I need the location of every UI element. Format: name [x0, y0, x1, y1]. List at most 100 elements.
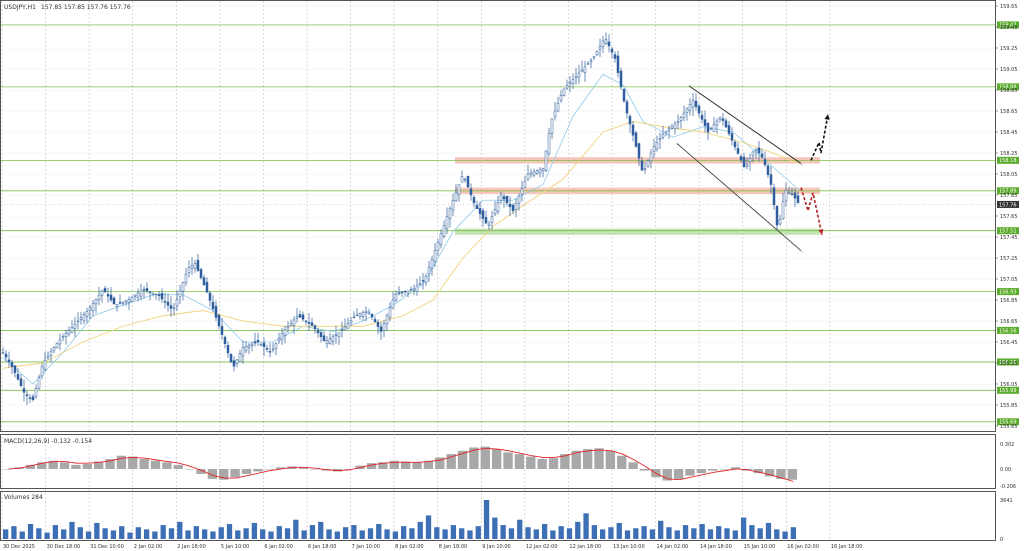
candle-body — [490, 216, 494, 223]
candle-body — [52, 347, 56, 352]
candle-body — [559, 95, 563, 101]
candle-body — [745, 164, 749, 167]
candle-body — [550, 118, 554, 134]
price-zone — [455, 228, 820, 235]
candle-body — [586, 63, 590, 65]
candle-body — [385, 315, 389, 325]
price-tick-label: 155.85 — [1000, 403, 1018, 409]
candle-body — [214, 306, 218, 318]
candle-body — [34, 388, 38, 397]
candle-body — [757, 147, 761, 154]
candle-body — [607, 41, 611, 47]
macd-hist-bar — [708, 468, 718, 471]
volume-bar — [724, 528, 730, 539]
candle-body — [97, 294, 101, 300]
volume-tick-label: 0 — [1000, 537, 1003, 543]
volume-bar — [3, 529, 9, 539]
macd-panel[interactable] — [0, 434, 996, 489]
channel-upper-line — [688, 85, 802, 164]
candle-body — [178, 290, 182, 297]
volume-bar — [450, 525, 457, 539]
candle-body — [562, 88, 566, 96]
macd-hist-bar — [685, 468, 695, 476]
level-label: 155.69 — [999, 420, 1017, 426]
candle-body — [136, 292, 140, 298]
level-label: 156.26 — [999, 360, 1017, 366]
volume-bar — [467, 530, 473, 539]
price-tick-label: 157.25 — [1000, 256, 1018, 262]
candle-body — [499, 194, 503, 201]
candle-body — [190, 265, 194, 269]
candle-body — [292, 319, 296, 326]
candle-body — [694, 100, 698, 108]
candle-body — [637, 143, 641, 159]
candle-body — [397, 292, 401, 294]
candle-body — [361, 312, 365, 317]
macd-series: 0.302 0.00 -0.206 — [3, 442, 1016, 490]
candle-body — [82, 314, 86, 322]
volume-panel[interactable] — [0, 491, 996, 541]
candle-body — [325, 340, 329, 345]
macd-hist-bar — [548, 458, 559, 469]
time-tick-label: 30 Dec 2025 — [3, 544, 35, 550]
macd-hist-bar — [560, 454, 570, 469]
candle-body — [127, 299, 131, 303]
candle-body — [22, 388, 26, 393]
candle-body — [274, 343, 278, 349]
candle-body — [163, 301, 167, 303]
candle-body — [358, 313, 362, 317]
volume-bar — [243, 528, 249, 539]
volume-bar — [61, 529, 67, 539]
candle-body — [646, 160, 650, 167]
volume-bar — [749, 525, 755, 539]
candle-body — [580, 69, 584, 73]
macd-hist-bar — [162, 462, 172, 469]
volume-bar — [318, 521, 324, 539]
volume-bar — [624, 530, 631, 539]
candle-body — [760, 153, 764, 158]
candle-body — [343, 326, 347, 331]
candle-body — [88, 307, 92, 311]
candle-body — [682, 112, 686, 118]
macd-hist-bar — [366, 463, 377, 469]
candle-body — [103, 288, 107, 293]
candle-body — [73, 323, 77, 329]
volume-bar — [52, 525, 59, 539]
candle-body — [592, 56, 596, 59]
candle-body — [649, 152, 653, 162]
candle-body — [751, 151, 755, 156]
volume-bar — [367, 528, 374, 539]
macd-hist-bar — [673, 468, 684, 479]
candle-body — [406, 290, 410, 294]
candle-body — [529, 172, 533, 175]
level-label: 156.93 — [999, 289, 1017, 295]
candle-body — [346, 323, 350, 329]
candle-body — [508, 203, 512, 208]
candle-body — [544, 150, 548, 172]
candle-body — [46, 355, 50, 359]
candle-body — [379, 326, 383, 332]
macd-hist-bar — [526, 456, 536, 469]
macd-hist-bar — [25, 464, 36, 469]
level-label-box — [997, 288, 1019, 296]
candle-body — [472, 197, 476, 204]
candle-body — [85, 311, 89, 317]
macd-hist-bar — [82, 464, 92, 469]
candle-body — [475, 205, 479, 209]
time-tick-label: 9 Jan 10:00 — [482, 544, 510, 550]
macd-hist-bar — [639, 468, 650, 471]
level-label-box — [997, 386, 1019, 394]
candle-body — [661, 134, 665, 138]
candle-body — [109, 294, 113, 301]
candle-body — [652, 146, 656, 152]
candle-body — [538, 169, 542, 174]
candle-body — [721, 118, 725, 121]
candle-body — [184, 273, 188, 283]
volume-bar — [649, 529, 656, 539]
candle-body — [130, 296, 134, 302]
candle-body — [196, 259, 200, 271]
candle-body — [145, 288, 149, 292]
candle-body — [157, 294, 161, 297]
